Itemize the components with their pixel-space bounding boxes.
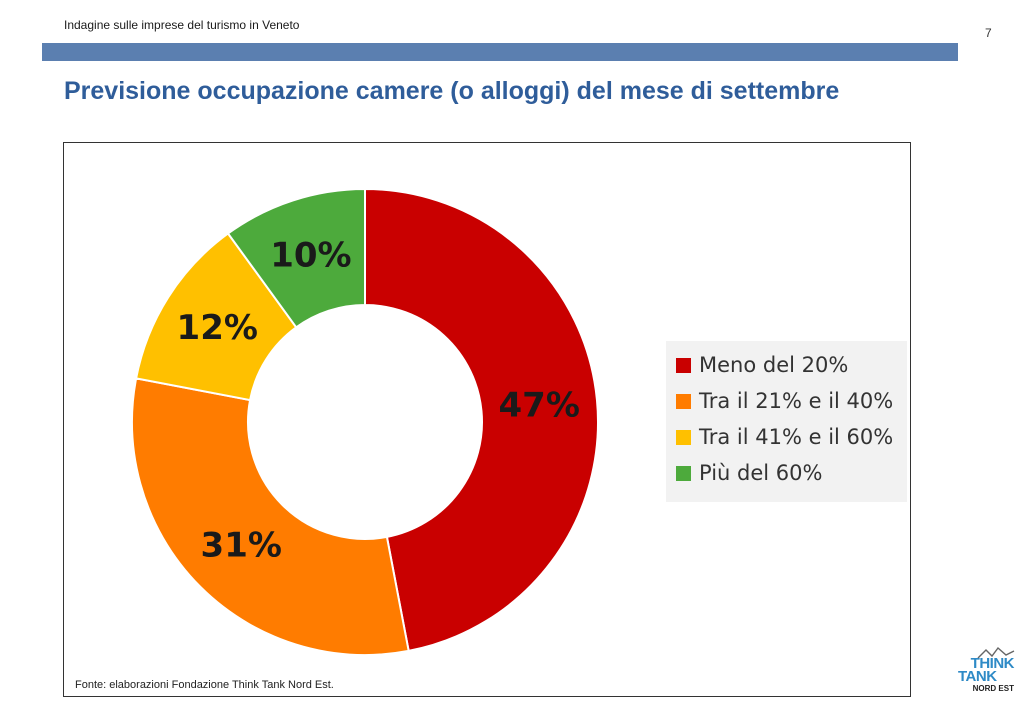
legend-label: Meno del 20% [699,353,849,377]
donut-chart: 47% 31% 12% 10% [131,187,599,656]
legend-item: Tra il 21% e il 40% [676,383,907,419]
logo-think: THINK [970,655,1015,672]
source-note: Fonte: elaborazioni Fondazione Think Tan… [75,679,334,691]
logo-tank: TANK [958,668,997,685]
legend-swatch [676,393,691,409]
slice-label: 12% [177,308,258,348]
legend-swatch [676,357,691,373]
logo-nord-est: NORD EST [972,684,1014,693]
legend-swatch [676,465,691,481]
donut-slice [364,187,599,653]
legend-item: Più del 60% [676,455,907,491]
chart-frame: 47% 31% 12% 10% Meno del 20% Tra il 21% e i… [63,142,911,697]
mountain-icon [977,646,1015,659]
slice-label: 31% [201,526,282,566]
legend-item: Meno del 20% [676,347,907,383]
legend-item: Tra il 41% e il 60% [676,419,907,455]
legend-swatch [676,429,691,445]
donut-slice [226,187,366,329]
page-number: 7 [985,26,992,40]
page-title: Previsione occupazione camere (o alloggi… [64,77,840,105]
legend-label: Tra il 21% e il 40% [699,389,894,413]
legend: Meno del 20% Tra il 21% e il 40% Tra il … [666,341,907,502]
header-text: Indagine sulle imprese del turismo in Ve… [64,18,300,32]
donut-slice [131,377,410,656]
header-bar [42,43,958,61]
slice-label: 47% [499,386,580,426]
think-tank-logo: THINK TANK NORD EST [952,646,1018,702]
legend-label: Più del 60% [699,461,823,485]
legend-label: Tra il 41% e il 60% [699,425,894,449]
slice-label: 10% [270,236,351,276]
